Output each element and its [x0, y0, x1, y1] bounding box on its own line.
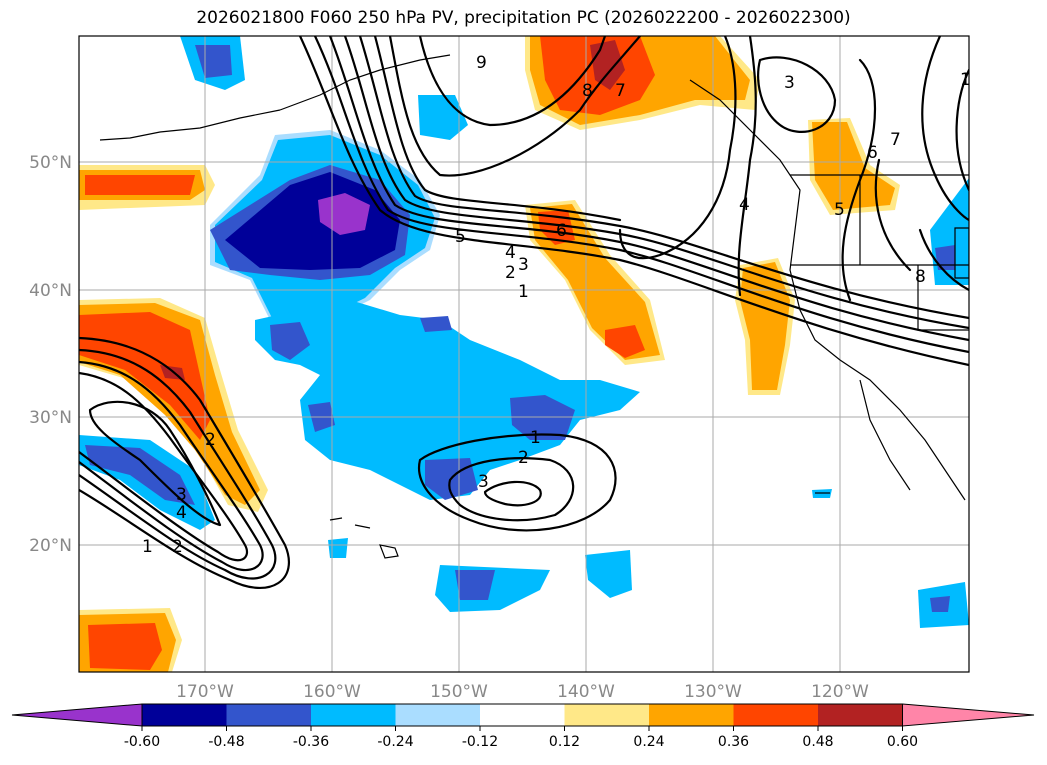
colorbar-segment — [311, 704, 396, 726]
precip-pos-red-sw — [88, 623, 162, 670]
contour-label: 1 — [142, 537, 153, 557]
colorbar-tick-label: 0.24 — [633, 734, 664, 750]
contour-label: 5 — [834, 200, 845, 220]
lat-label: 30°N — [29, 408, 72, 428]
colorbar-segment — [480, 704, 565, 726]
precip-shading — [79, 36, 969, 672]
lat-label: 40°N — [29, 281, 72, 301]
colorbar-tick-label: -0.60 — [124, 734, 160, 750]
precip-neg-royal-s1 — [455, 570, 495, 600]
contour-label: 1 — [960, 70, 971, 90]
colorbar-segment — [564, 704, 649, 726]
precip-neg-cyan-n — [418, 95, 468, 140]
contour-label: 2 — [205, 430, 216, 450]
colorbar-tick-label: -0.24 — [377, 734, 413, 750]
colorbar-extend-low — [11, 703, 143, 727]
contour-label: 3 — [784, 73, 795, 93]
precip-neg-royal-e — [935, 245, 955, 270]
colorbar-tick-label: 0.36 — [718, 734, 749, 750]
map-title: 2026021800 F060 250 hPa PV, precipitatio… — [196, 8, 851, 28]
precip-pos-orange-ne — [812, 122, 895, 210]
precip-neg-royal-mid3 — [270, 322, 310, 360]
precip-neg-navy-big — [225, 172, 400, 270]
lon-label: 160°W — [303, 682, 361, 702]
colorbar-tick-label: -0.36 — [293, 734, 329, 750]
contour-label: 4 — [739, 195, 750, 215]
lon-label: 150°W — [430, 682, 488, 702]
contour-label: 7 — [890, 130, 901, 150]
map-frame — [78, 35, 970, 673]
lon-axis: 170°W 160°W 150°W 140°W 130°W 120°W — [176, 682, 869, 702]
contour-label: 2 — [518, 448, 529, 468]
colorbar-tick-label: 0.12 — [549, 734, 580, 750]
precip-neg-royal-se — [930, 596, 950, 612]
precip-neg-purple-big — [318, 193, 370, 235]
colorbar-segment — [395, 704, 480, 726]
colorbar-tick-label: -0.12 — [462, 734, 498, 750]
colorbar-tick-label: 0.48 — [802, 734, 833, 750]
contour-label: 6 — [867, 143, 878, 163]
precip-neg-cyan-s3 — [328, 538, 348, 558]
precip-pos-orange-e — [740, 262, 790, 390]
grid-lines — [79, 36, 969, 672]
colorbar-segment — [733, 704, 818, 726]
contour-label: 9 — [476, 53, 487, 73]
colorbar-segment — [818, 704, 903, 726]
colorbar-extend-high — [902, 703, 1035, 727]
lon-label: 130°W — [684, 682, 742, 702]
colorbar-segment — [142, 704, 227, 726]
contour-label: 2 — [505, 263, 516, 283]
lat-label: 20°N — [29, 536, 72, 556]
contour-label: 3 — [478, 472, 489, 492]
precip-pos-red-c2 — [605, 325, 645, 358]
lon-label: 120°W — [811, 682, 869, 702]
precip-neg-royal-mid5 — [420, 316, 452, 332]
colorbar: -0.60 -0.48 -0.36 -0.24 -0.12 0.12 0.24 0.36 0.4… — [11, 703, 1035, 750]
contour-label: 2 — [172, 537, 183, 557]
contour-label: 3 — [176, 485, 187, 505]
colorbar-segment — [649, 704, 734, 726]
precip-pos-red-w2 — [79, 312, 210, 440]
lon-label: 170°W — [176, 682, 234, 702]
contour-labels: 1 2 3 4 5 6 7 8 9 1 2 3 4 5 6 7 8 3 4 1 … — [142, 53, 971, 557]
contour-label: 8 — [582, 81, 593, 101]
contour-label: 4 — [505, 243, 516, 263]
contour-label: 8 — [915, 267, 926, 287]
lat-axis: 50°N 40°N 30°N 20°N — [29, 153, 72, 556]
colorbar-frame — [141, 703, 903, 727]
contour-label: 7 — [615, 81, 626, 101]
colorbar-tick-label: 0.60 — [887, 734, 918, 750]
precip-neg-royal-nw — [195, 45, 232, 78]
precip-neg-cyan-s2 — [585, 550, 632, 598]
lon-label: 140°W — [557, 682, 615, 702]
contour-label: 3 — [518, 255, 529, 275]
pv-contours — [79, 36, 969, 590]
precip-neg-cyan-mid — [255, 300, 640, 500]
contour-label: 6 — [556, 221, 567, 241]
lat-label: 50°N — [29, 153, 72, 173]
colorbar-segment — [226, 704, 311, 726]
precip-pos-red-w1 — [85, 175, 195, 195]
precip-neg-royal-sw — [85, 445, 195, 505]
contour-label: 4 — [176, 503, 187, 523]
contour-label: 1 — [530, 428, 541, 448]
contour-label: 5 — [455, 227, 466, 247]
contour-label: 1 — [518, 282, 529, 302]
colorbar-tick-label: -0.48 — [208, 734, 244, 750]
